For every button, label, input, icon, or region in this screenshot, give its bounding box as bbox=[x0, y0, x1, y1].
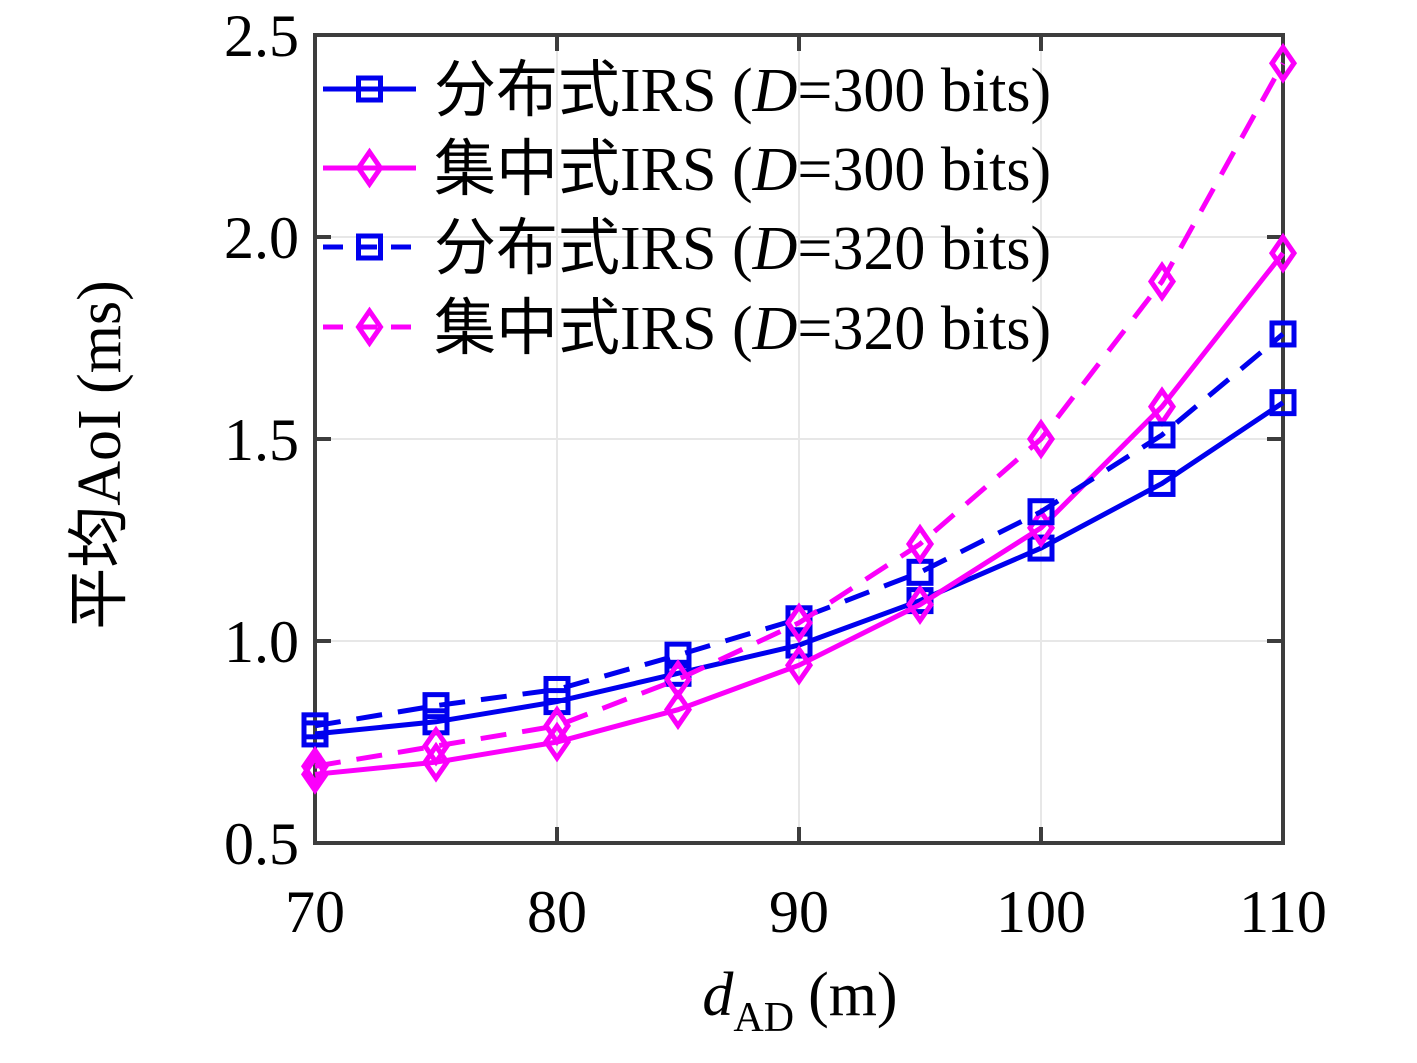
y-tick-label: 2.0 bbox=[224, 205, 299, 271]
diamond-marker bbox=[784, 644, 814, 686]
legend-label: 集中式IRS (D=320 bits) bbox=[434, 295, 1051, 363]
tick-label-layer: 70 80 90 100 110 0.5 1.0 1.5 2.0 2.5 bbox=[224, 3, 1327, 945]
y-tick-label: 1.0 bbox=[224, 609, 299, 675]
legend-entry-2: 分布式IRS (D=320 bits) bbox=[323, 215, 1051, 283]
diamond-marker bbox=[542, 721, 572, 763]
square-marker bbox=[1027, 534, 1055, 562]
x-tick-label: 70 bbox=[285, 879, 345, 945]
diamond-marker bbox=[1268, 42, 1298, 84]
square-marker bbox=[785, 631, 813, 659]
square-marker bbox=[356, 75, 383, 103]
legend-label: 集中式IRS (D=300 bits) bbox=[434, 136, 1051, 204]
diamond-marker bbox=[905, 584, 935, 626]
diamond-marker bbox=[421, 741, 451, 783]
diamond-marker bbox=[300, 745, 330, 787]
y-tick-label: 1.5 bbox=[224, 407, 299, 473]
diamond-marker bbox=[663, 689, 693, 731]
diamond-marker bbox=[355, 147, 384, 189]
y-tick-label: 2.5 bbox=[224, 3, 299, 69]
y-axis-label: 平均AoI (ms) bbox=[66, 280, 134, 630]
square-marker bbox=[301, 712, 329, 740]
x-tick-label: 90 bbox=[769, 879, 829, 945]
square-marker bbox=[1148, 469, 1176, 497]
series-layer bbox=[300, 42, 1298, 795]
diamond-marker bbox=[355, 306, 384, 348]
series-line bbox=[314, 332, 1285, 729]
legend-entry-3: 集中式IRS (D=320 bits) bbox=[323, 295, 1051, 363]
x-tick-label: 110 bbox=[1239, 879, 1327, 945]
series-line bbox=[314, 62, 1286, 769]
diamond-marker bbox=[1147, 261, 1177, 302]
square-marker bbox=[543, 675, 571, 703]
legend: 分布式IRS (D=300 bits) 集中式IRS (D=300 bits) 分布… bbox=[323, 57, 1051, 363]
diamond-marker bbox=[663, 658, 693, 700]
square-marker bbox=[422, 692, 450, 720]
square-marker bbox=[1269, 320, 1297, 348]
x-tick-label: 100 bbox=[996, 879, 1086, 945]
legend-entry-0: 分布式IRS (D=300 bits) bbox=[323, 57, 1051, 125]
x-axis-label: dAD (m) bbox=[702, 961, 897, 1041]
series-line bbox=[314, 251, 1285, 777]
x-axis-label-subscript: AD bbox=[733, 995, 794, 1041]
diamond-marker bbox=[542, 705, 572, 747]
square-marker bbox=[1148, 421, 1176, 449]
legend-entry-1: 集中式IRS (D=300 bits) bbox=[323, 136, 1051, 204]
series-3 bbox=[300, 42, 1298, 787]
frame-layer bbox=[313, 33, 1285, 845]
y-tick-label: 0.5 bbox=[224, 811, 299, 877]
legend-label: 分布式IRS (D=300 bits) bbox=[434, 57, 1051, 125]
diamond-marker bbox=[421, 725, 451, 767]
diamond-marker bbox=[1268, 232, 1298, 274]
square-marker bbox=[1269, 389, 1297, 417]
square-marker bbox=[1027, 498, 1055, 526]
diamond-marker bbox=[1026, 418, 1056, 460]
legend-label: 分布式IRS (D=320 bits) bbox=[434, 215, 1051, 283]
x-tick-label: 80 bbox=[527, 879, 587, 945]
square-marker bbox=[356, 233, 383, 261]
diamond-marker bbox=[905, 523, 935, 565]
x-axis-label-unit: (m) bbox=[808, 961, 898, 1029]
square-marker bbox=[906, 558, 934, 586]
diamond-marker bbox=[784, 602, 814, 644]
x-axis-label-variable: d bbox=[702, 961, 734, 1029]
